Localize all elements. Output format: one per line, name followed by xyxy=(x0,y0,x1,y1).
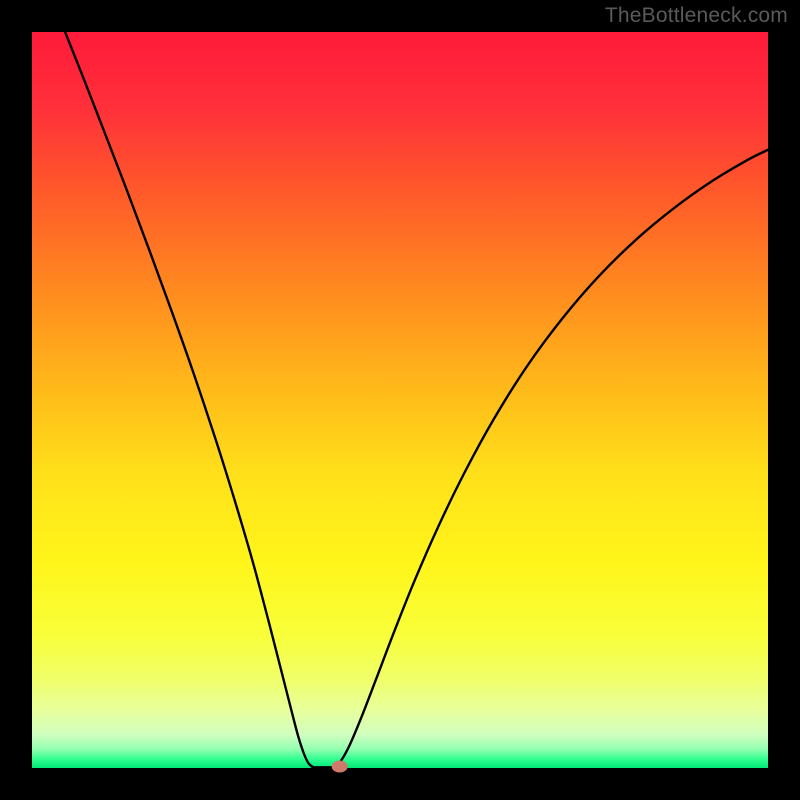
bottleneck-chart xyxy=(0,0,800,800)
notch-marker xyxy=(332,761,348,773)
watermark-label: TheBottleneck.com xyxy=(605,4,788,28)
plot-background xyxy=(32,32,768,768)
figure-root: TheBottleneck.com xyxy=(0,0,800,800)
